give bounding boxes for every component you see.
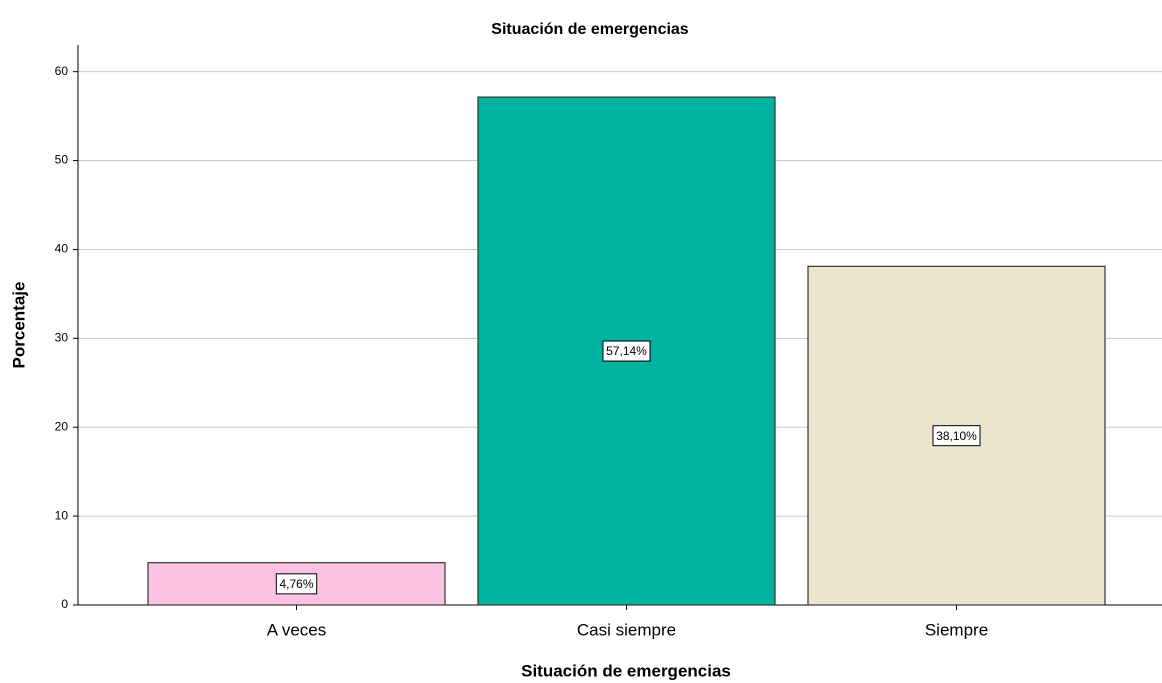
y-tick-label: 60: [55, 64, 69, 78]
value-label-box: [602, 340, 651, 362]
y-tick-label: 50: [55, 153, 69, 167]
x-tick-label: Siempre: [925, 620, 988, 639]
value-label-box: [275, 573, 318, 595]
value-label: 4,76%: [279, 577, 313, 591]
y-tick-label: 0: [61, 597, 68, 611]
value-label-box: [932, 425, 981, 447]
value-label: 57,14%: [606, 344, 647, 358]
y-tick-label: 10: [55, 508, 69, 522]
chart-title: Situación de emergencias: [491, 21, 689, 38]
y-tick-label: 40: [55, 242, 69, 256]
y-tick-label: 20: [55, 419, 69, 433]
x-tick-label: A veces: [267, 620, 327, 639]
value-label: 38,10%: [936, 429, 977, 443]
y-axis-label: Porcentaje: [9, 282, 28, 369]
x-axis-label: Situación de emergencias: [521, 661, 731, 680]
y-tick-label: 30: [55, 331, 69, 345]
x-tick-label: Casi siempre: [577, 620, 676, 639]
